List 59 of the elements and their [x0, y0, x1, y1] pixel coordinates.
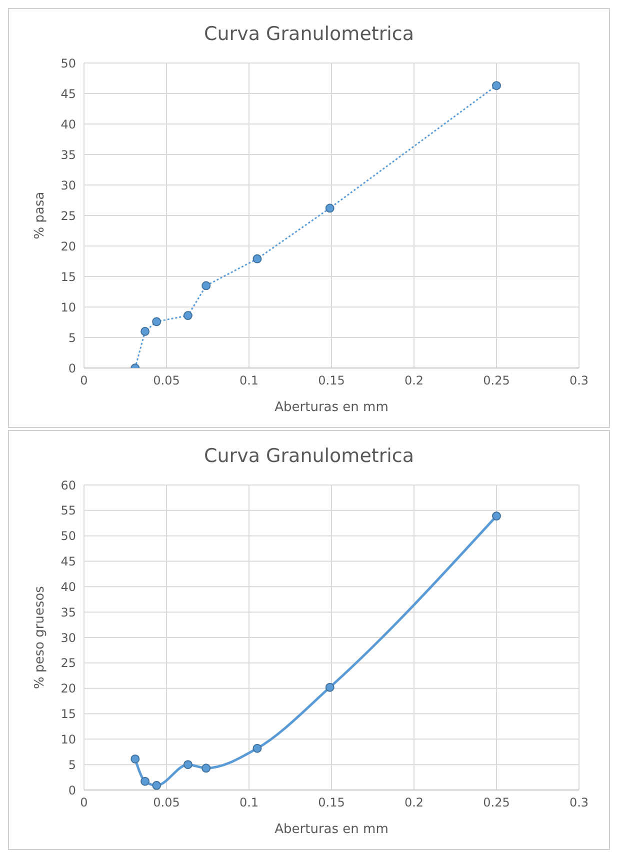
y-tick-label: 35	[60, 605, 76, 620]
point	[252, 254, 262, 264]
point	[183, 311, 192, 320]
x-tick-label: 0.1	[239, 374, 259, 388]
y-tick-label: 35	[60, 148, 76, 162]
y-tick-label: 5	[68, 330, 76, 345]
point	[492, 512, 501, 521]
y-tick-label: 30	[60, 630, 76, 645]
point	[183, 760, 192, 770]
x-tick-label: 0.3	[569, 374, 589, 388]
point	[140, 776, 150, 786]
y-tick-label: 25	[60, 208, 76, 223]
x-axis-title: Aberturas en mm	[274, 400, 388, 415]
x-tick-label: 0.25	[483, 796, 510, 810]
point	[202, 764, 211, 773]
x-tick-label: 0.15	[318, 796, 345, 810]
y-tick-label: 20	[60, 239, 76, 254]
point	[152, 317, 162, 326]
x-tick-label: 0.25	[483, 374, 510, 388]
y-axis-title: % pasa	[32, 192, 48, 240]
y-tick-label: 0	[68, 361, 76, 376]
y-tick-label: 15	[60, 270, 76, 284]
y-tick-label: 15	[60, 707, 76, 722]
x-tick-label: 0	[80, 374, 88, 388]
y-tick-label: 30	[60, 178, 76, 192]
x-axis-title: Aberturas en mm	[274, 822, 388, 837]
y-tick-label: 45	[60, 554, 76, 569]
x-tick-label: 0.05	[153, 796, 180, 810]
y-tick-label: 55	[60, 504, 76, 518]
x-tick-label: 0.05	[153, 374, 180, 388]
point	[152, 780, 162, 790]
y-tick-label: 40	[60, 117, 76, 132]
chart-title: Curva Granulometrica	[202, 22, 416, 47]
x-tick-label: 0.2	[404, 796, 424, 810]
x-tick-label: 0.1	[239, 796, 259, 810]
y-axis-title: % peso gruesos	[32, 586, 48, 689]
y-tick-label: 50	[60, 529, 76, 544]
point	[252, 744, 262, 753]
point	[202, 281, 211, 290]
x-tick-label: 0.3	[569, 796, 589, 810]
y-tick-label: 45	[60, 86, 76, 101]
point	[492, 81, 501, 90]
point	[140, 326, 150, 336]
y-tick-label: 60	[60, 478, 76, 492]
point	[325, 204, 334, 213]
chart-title: Curva Granulometrica	[202, 444, 416, 469]
y-tick-label: 10	[60, 732, 76, 746]
y-tick-label: 25	[60, 656, 76, 670]
y-tick-label: 10	[60, 300, 76, 314]
y-tick-label: 50	[60, 56, 76, 70]
y-tick-label: 20	[60, 682, 76, 696]
point	[130, 754, 140, 764]
y-tick-label: 0	[68, 783, 76, 798]
point	[325, 682, 334, 692]
x-tick-label: 0.2	[404, 374, 424, 388]
x-tick-label: 0.15	[318, 374, 345, 388]
y-tick-label: 5	[68, 758, 76, 772]
x-tick-label: 0	[80, 796, 88, 810]
y-tick-label: 40	[60, 580, 76, 594]
